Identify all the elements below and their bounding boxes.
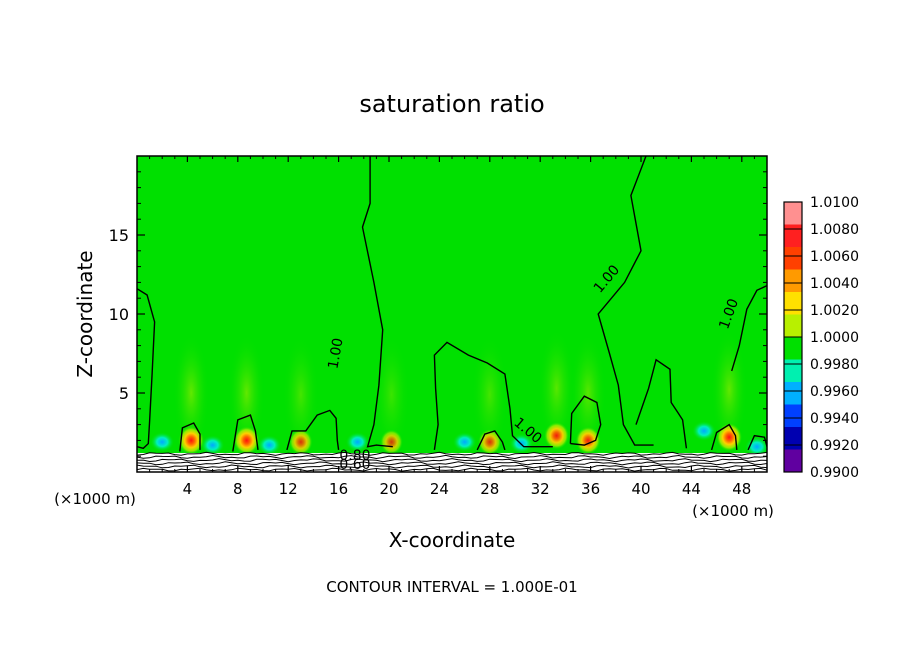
x-tick-label-10: 44 xyxy=(682,480,701,498)
warm-column-3 xyxy=(373,334,410,455)
colorbar-label-0: 1.0100 xyxy=(810,195,859,211)
hot-spot-1 xyxy=(233,426,260,455)
cool-spot-3 xyxy=(345,431,370,452)
contour-line-1-00-1 xyxy=(361,156,393,448)
y-tick-label-2: 15 xyxy=(109,226,129,245)
warm-column-5 xyxy=(538,328,575,449)
colorbar-label-3: 1.0040 xyxy=(810,276,859,292)
contour-label-4: 0.80 xyxy=(339,448,370,464)
colorbar-label-4: 1.0020 xyxy=(810,303,859,319)
colorbar-swatch-0 xyxy=(784,202,802,225)
colorbar-swatch-6 xyxy=(784,337,802,360)
colorbar-label-5: 1.0000 xyxy=(810,330,859,346)
contour-bump-6 xyxy=(747,434,767,451)
contour-label-0: 1.00 xyxy=(325,337,346,370)
colorbar-swatch-2 xyxy=(784,247,802,270)
contour-interval-note: CONTOUR INTERVAL = 1.000E-01 xyxy=(326,578,577,596)
cool-spot-7 xyxy=(744,436,767,457)
contour-bump-4 xyxy=(569,395,602,446)
contour-line-1-00-0 xyxy=(137,288,156,450)
surface-contour-2 xyxy=(137,461,767,466)
colorbar-label-10: 0.9900 xyxy=(810,465,859,481)
colorbar-swatch-9 xyxy=(784,404,802,428)
colorbar-swatch-3 xyxy=(784,269,802,293)
colorbar-swatch-1 xyxy=(784,224,802,248)
hot-spot-0 xyxy=(178,426,205,455)
x-tick-label-1: 8 xyxy=(233,480,243,498)
x-tick-label-9: 40 xyxy=(631,480,650,498)
colorbar-label-9: 0.9920 xyxy=(810,438,859,454)
x-tick-label-3: 16 xyxy=(329,480,348,498)
warm-column-4 xyxy=(471,334,508,455)
surface-contour-4 xyxy=(137,454,767,460)
x-axis-ticks: 4 8 12 16 20 24 28 32 36 40 44 48 xyxy=(149,156,755,498)
contour-line-1-00-5 xyxy=(635,358,688,449)
cool-spot-6 xyxy=(692,420,716,441)
hot-spot-5 xyxy=(543,421,570,450)
colorbar-label-8: 0.9940 xyxy=(810,411,859,427)
hot-spot-2 xyxy=(289,429,313,455)
surface-contour-1 xyxy=(137,464,767,469)
cool-spot-0 xyxy=(150,431,175,452)
y-axis-label: Z-coordinate xyxy=(73,250,97,377)
warm-column-6 xyxy=(570,333,607,453)
warm-column-7 xyxy=(711,329,748,450)
contour-line-1-00-4 xyxy=(731,284,767,372)
colorbar-swatch-7 xyxy=(784,359,802,383)
x-tick-label-4: 20 xyxy=(379,480,398,498)
contour-bump-2 xyxy=(286,409,340,451)
plot-area: 1.001.001.001.000.800.60 xyxy=(137,156,767,473)
contour-bump-5 xyxy=(710,423,738,451)
colorbar-label-2: 1.0060 xyxy=(810,249,859,265)
x-tick-label-0: 4 xyxy=(183,480,193,498)
x-axis-label: X-coordinate xyxy=(389,528,516,552)
x-tick-label-8: 36 xyxy=(581,480,600,498)
y-axis-ticks: 5 10 15 xyxy=(109,171,767,457)
colorbar-swatch-8 xyxy=(784,382,802,405)
field-shading xyxy=(150,328,767,457)
x-tick-label-5: 24 xyxy=(430,480,449,498)
x-unit-right: (×1000 m) xyxy=(692,502,774,520)
colorbar: 1.0100 1.0080 1.0060 1.0040 1.0020 1.0000 0.99… xyxy=(783,195,859,481)
colorbar-swatch-10 xyxy=(784,427,802,450)
x-tick-label-2: 12 xyxy=(279,480,298,498)
x-tick-label-11: 48 xyxy=(732,480,751,498)
x-tick-label-7: 32 xyxy=(531,480,550,498)
colorbar-swatch-4 xyxy=(784,292,802,315)
contour-bump-1 xyxy=(232,414,259,452)
surface-contour-5 xyxy=(137,451,767,456)
colorbar-swatch-5 xyxy=(784,314,802,338)
cool-spot-2 xyxy=(257,435,282,456)
hot-spot-7 xyxy=(716,422,743,452)
colorbar-label-7: 0.9960 xyxy=(810,384,859,400)
contour-line-1-00-2 xyxy=(433,341,553,451)
cool-spot-4 xyxy=(452,431,477,452)
warm-column-0 xyxy=(173,333,210,453)
surface-contour-band xyxy=(137,451,767,472)
cool-spot-1 xyxy=(200,435,225,456)
chart-title: saturation ratio xyxy=(359,90,544,118)
colorbar-swatch-11 xyxy=(784,449,802,473)
colorbar-label-1: 1.0080 xyxy=(810,222,859,238)
y-tick-label-1: 10 xyxy=(109,305,129,324)
x-unit-left: (×1000 m) xyxy=(54,490,136,508)
contour-bump-3 xyxy=(476,430,506,451)
contour-line-1-00-3 xyxy=(597,156,654,446)
contour-label-5: 0.60 xyxy=(339,457,370,473)
colorbar-label-6: 0.9980 xyxy=(810,357,859,373)
contour-bump-0 xyxy=(179,422,201,452)
hot-spot-3 xyxy=(380,429,403,455)
contour-lines xyxy=(137,156,767,452)
surface-contour-3 xyxy=(137,458,767,463)
y-tick-label-0: 5 xyxy=(119,384,129,403)
x-tick-label-6: 28 xyxy=(480,480,499,498)
hot-spot-6 xyxy=(575,426,601,455)
